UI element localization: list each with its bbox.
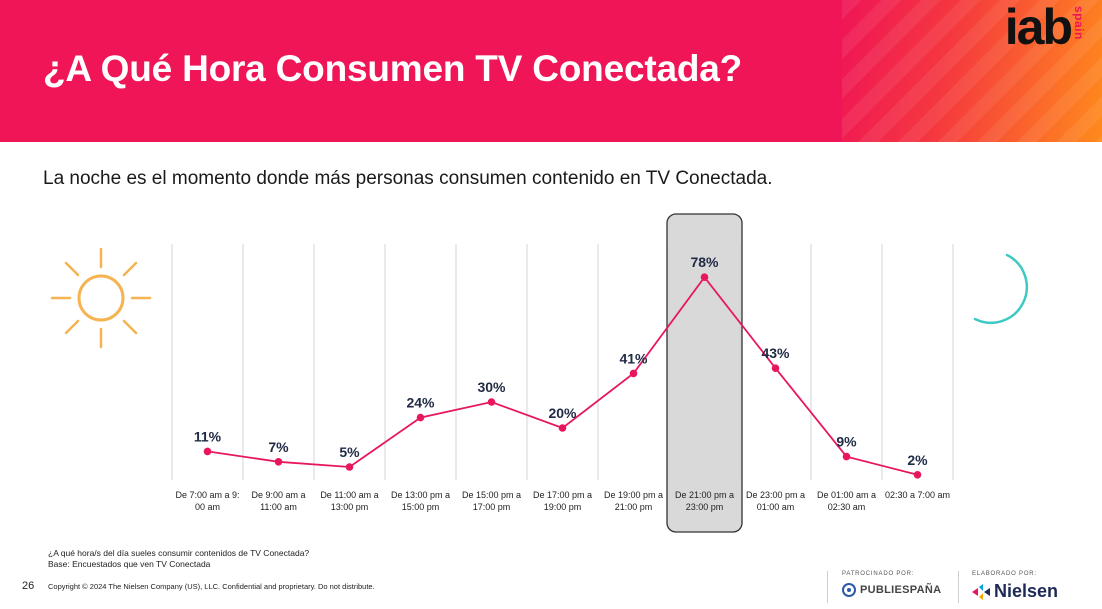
data-label: 43% xyxy=(761,345,790,361)
data-label: 30% xyxy=(477,379,506,395)
data-point xyxy=(203,447,212,456)
data-label: 5% xyxy=(339,444,360,460)
category-label: 21:00 pm xyxy=(615,502,653,512)
data-label: 9% xyxy=(836,434,857,450)
page-title: ¿A Qué Hora Consumen TV Conectada? xyxy=(43,48,743,89)
publiespana-logo-icon xyxy=(842,583,856,597)
moon-icon xyxy=(973,253,1029,324)
data-point xyxy=(416,413,425,422)
chart-subtitle: La noche es el momento donde más persona… xyxy=(43,168,773,189)
survey-question: ¿A qué hora/s del día sueles consumir co… xyxy=(48,548,309,570)
logo-sub-text: spain xyxy=(1072,6,1086,40)
category-label: De 01:00 am a xyxy=(817,490,876,500)
sponsor-name: PUBLIESPAÑA xyxy=(860,584,942,596)
data-label: 7% xyxy=(268,439,289,455)
elaborated-name: Nielsen xyxy=(994,581,1059,601)
survey-question-text: ¿A qué hora/s del día sueles consumir co… xyxy=(48,548,310,558)
data-point xyxy=(487,398,496,406)
data-label: 41% xyxy=(619,350,648,366)
data-point xyxy=(558,424,567,432)
sponsor-logo: PUBLIESPAÑA xyxy=(842,583,947,597)
category-label: 15:00 pm xyxy=(402,502,440,512)
category-label: 13:00 pm xyxy=(331,502,369,512)
data-label: 24% xyxy=(406,395,435,411)
data-point xyxy=(700,273,709,282)
header-banner: ¿A Qué Hora Consumen TV Conectada? iab s… xyxy=(0,0,1102,142)
data-point xyxy=(771,364,780,373)
category-label: 01:00 am xyxy=(757,502,795,512)
copyright-notice: Copyright © 2024 The Nielsen Company (US… xyxy=(48,582,375,591)
survey-base-text: Base: Encuestados que ven TV Conectada xyxy=(48,559,211,569)
category-label: 19:00 pm xyxy=(544,502,582,512)
category-label: De 19:00 pm a xyxy=(604,490,663,500)
category-label: De 11:00 am a xyxy=(320,490,378,500)
category-label: De 21:00 pm a xyxy=(675,490,734,500)
category-label: De 7:00 am a 9: xyxy=(175,490,239,500)
sponsor-block: PATROCINADO POR: PUBLIESPAÑA xyxy=(842,571,947,597)
data-point xyxy=(274,458,283,466)
data-point xyxy=(842,452,851,461)
data-label: 2% xyxy=(907,452,928,468)
footer-divider xyxy=(827,571,828,603)
category-label: 17:00 pm xyxy=(473,502,511,512)
elaborated-block: ELABORADO POR: Nielsen xyxy=(972,571,1082,602)
category-label: De 9:00 am a xyxy=(251,490,305,500)
category-label: De 15:00 pm a xyxy=(462,490,521,500)
data-point xyxy=(629,369,638,378)
category-label: 11:00 am xyxy=(260,502,297,512)
data-label: 20% xyxy=(548,405,577,421)
sponsor-caption: PATROCINADO POR: xyxy=(842,571,915,577)
nielsen-logo: Nielsen xyxy=(972,581,1082,602)
category-label: 00 am xyxy=(195,502,220,512)
data-point xyxy=(345,463,354,471)
category-label: 02:30 am xyxy=(828,502,866,512)
elaborated-caption: ELABORADO POR: xyxy=(972,571,1037,577)
category-label: 23:00 pm xyxy=(686,502,724,512)
data-label: 78% xyxy=(690,254,719,270)
data-point xyxy=(913,471,922,479)
nielsen-logo-icon xyxy=(972,583,990,600)
logo-main-text: iab xyxy=(1004,0,1073,55)
page-number: 26 xyxy=(22,580,35,592)
category-label: 02:30 a 7:00 am xyxy=(885,490,950,500)
category-label: De 13:00 pm a xyxy=(391,490,450,500)
category-label: De 17:00 pm a xyxy=(533,490,592,500)
footer-divider xyxy=(958,571,959,603)
header-stripes xyxy=(842,0,1102,142)
category-label: De 23:00 pm a xyxy=(746,490,805,500)
iab-spain-logo: iab spain xyxy=(1005,2,1086,52)
highlight-box xyxy=(666,213,743,533)
sun-icon xyxy=(50,247,152,349)
data-label: 11% xyxy=(194,428,222,444)
